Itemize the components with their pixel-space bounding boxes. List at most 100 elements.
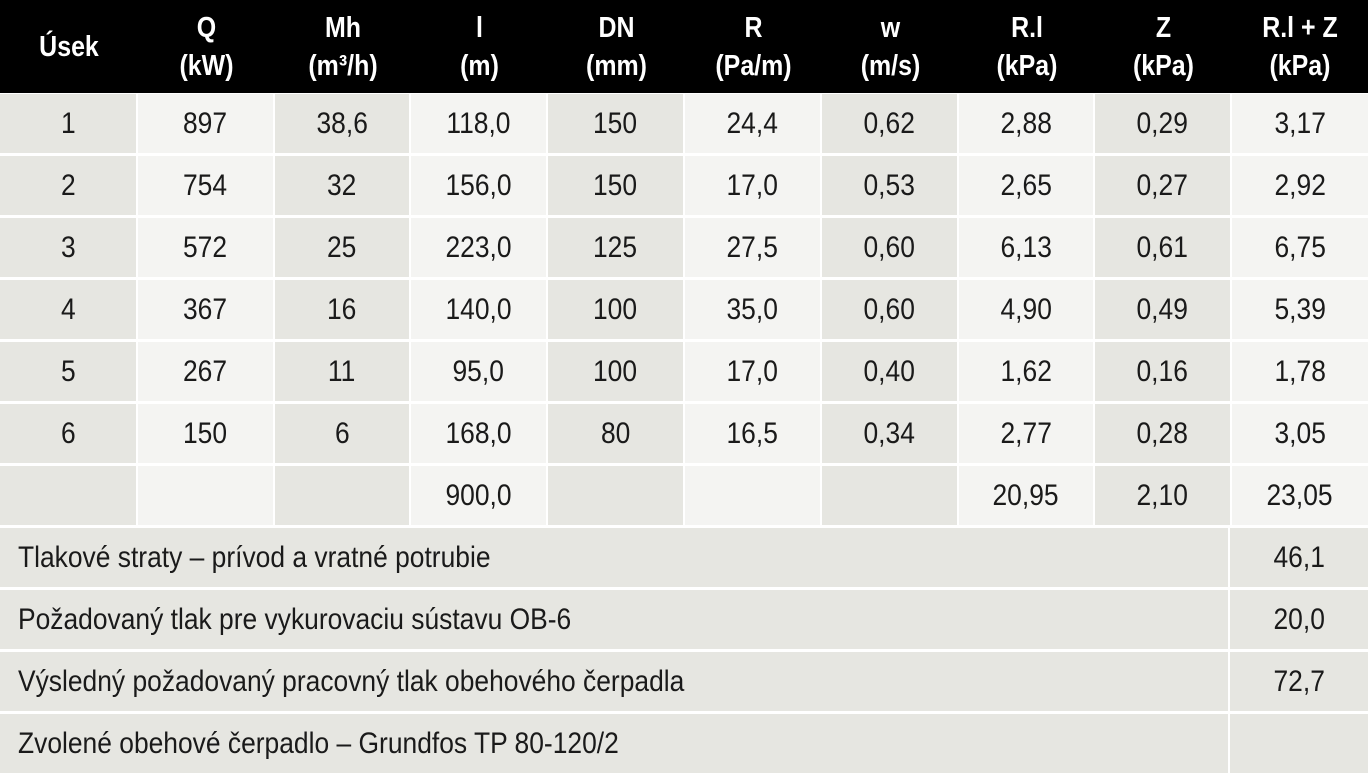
- table-header: Úsek Q (kW) Mh (m³/h) l (m) DN (mm) R (Pa/m) …: [0, 0, 1368, 93]
- summary-value: 72,7: [1230, 652, 1368, 711]
- cell-l: 140,0: [411, 280, 548, 339]
- summary-label: Tlakové straty – prívod a vratné potrubi…: [0, 528, 1230, 587]
- cell-r: 17,0: [685, 342, 822, 401]
- header-z: Z (kPa): [1132, 11, 1194, 82]
- cell-mh: 38,6: [275, 94, 411, 153]
- summary-value: [1230, 714, 1368, 773]
- cell-usek: [0, 466, 138, 525]
- cell-w: 0,60: [822, 218, 959, 277]
- summary-label: Zvolené obehové čerpadlo – Grundfos TP 8…: [0, 714, 1230, 773]
- cell-w: 0,53: [822, 156, 959, 215]
- cell-l-total: 900,0: [411, 466, 548, 525]
- cell-l: 168,0: [411, 404, 548, 463]
- cell-rl-plus-z: 2,92: [1232, 156, 1368, 215]
- summary-row: Výsledný požadovaný pracovný tlak obehov…: [0, 652, 1368, 714]
- cell-q: 150: [138, 404, 275, 463]
- cell-dn: 125: [548, 218, 685, 277]
- cell-r: 24,4: [685, 94, 822, 153]
- cell-q: 754: [138, 156, 275, 215]
- cell-dn: 80: [548, 404, 685, 463]
- cell-rl: 1,62: [959, 342, 1095, 401]
- cell-dn: [548, 466, 685, 525]
- cell-mh: 6: [275, 404, 411, 463]
- cell-usek: 3: [0, 218, 138, 277]
- cell-dn: 100: [548, 280, 685, 339]
- cell-l: 95,0: [411, 342, 548, 401]
- cell-usek: 1: [0, 94, 138, 153]
- summary-row: Požadovaný tlak pre vykurovaciu sústavu …: [0, 590, 1368, 652]
- cell-mh: 25: [275, 218, 411, 277]
- cell-z: 0,16: [1095, 342, 1232, 401]
- cell-q: 267: [138, 342, 275, 401]
- table-row: 3 572 25 223,0 125 27,5 0,60 6,13 0,61 6…: [0, 218, 1368, 280]
- cell-dn: 150: [548, 156, 685, 215]
- cell-r: 17,0: [685, 156, 822, 215]
- header-q: Q (kW): [179, 11, 234, 82]
- cell-z: 0,28: [1095, 404, 1232, 463]
- cell-mh: [275, 466, 411, 525]
- cell-q: 572: [138, 218, 275, 277]
- cell-r: 35,0: [685, 280, 822, 339]
- cell-l: 118,0: [411, 94, 548, 153]
- cell-rl: 2,77: [959, 404, 1095, 463]
- header-mh: Mh (m³/h): [308, 11, 378, 82]
- table-row: 6 150 6 168,0 80 16,5 0,34 2,77 0,28 3,0…: [0, 404, 1368, 466]
- cell-rl-total: 20,95: [959, 466, 1095, 525]
- cell-r: [685, 466, 822, 525]
- summary-row: Tlakové straty – prívod a vratné potrubi…: [0, 528, 1368, 590]
- cell-q: [138, 466, 275, 525]
- summary-value: 46,1: [1230, 528, 1368, 587]
- header-rl: R.l (kPa): [996, 11, 1058, 82]
- cell-z: 0,27: [1095, 156, 1232, 215]
- cell-rl: 2,65: [959, 156, 1095, 215]
- header-r: R (Pa/m): [715, 11, 792, 82]
- cell-mh: 16: [275, 280, 411, 339]
- cell-rl: 4,90: [959, 280, 1095, 339]
- header-l: l (m): [460, 11, 499, 82]
- summary-label: Výsledný požadovaný pracovný tlak obehov…: [0, 652, 1230, 711]
- cell-r: 16,5: [685, 404, 822, 463]
- cell-usek: 6: [0, 404, 138, 463]
- cell-w: 0,34: [822, 404, 959, 463]
- header-dn: DN (mm): [586, 11, 647, 82]
- cell-l: 156,0: [411, 156, 548, 215]
- summary-row: Zvolené obehové čerpadlo – Grundfos TP 8…: [0, 714, 1368, 773]
- cell-rl-plus-z: 3,17: [1232, 94, 1368, 153]
- cell-r: 27,5: [685, 218, 822, 277]
- cell-w: 0,62: [822, 94, 959, 153]
- header-w: w (m/s): [860, 11, 921, 82]
- cell-rl: 6,13: [959, 218, 1095, 277]
- cell-rl-plus-z: 3,05: [1232, 404, 1368, 463]
- cell-mh: 32: [275, 156, 411, 215]
- table-row: 1 897 38,6 118,0 150 24,4 0,62 2,88 0,29…: [0, 94, 1368, 156]
- cell-q: 897: [138, 94, 275, 153]
- table-row: 5 267 11 95,0 100 17,0 0,40 1,62 0,16 1,…: [0, 342, 1368, 404]
- cell-usek: 5: [0, 342, 138, 401]
- cell-dn: 100: [548, 342, 685, 401]
- cell-z: 0,61: [1095, 218, 1232, 277]
- cell-dn: 150: [548, 94, 685, 153]
- header-rl-plus-z: R.l + Z (kPa): [1262, 11, 1338, 82]
- cell-mh: 11: [275, 342, 411, 401]
- table-row: 4 367 16 140,0 100 35,0 0,60 4,90 0,49 5…: [0, 280, 1368, 342]
- summary-label: Požadovaný tlak pre vykurovaciu sústavu …: [0, 590, 1230, 649]
- cell-q: 367: [138, 280, 275, 339]
- cell-l: 223,0: [411, 218, 548, 277]
- cell-z: 0,29: [1095, 94, 1232, 153]
- header-usek: Úsek: [39, 30, 99, 63]
- cell-rl-plus-z: 6,75: [1232, 218, 1368, 277]
- cell-usek: 4: [0, 280, 138, 339]
- cell-rl-plus-z: 1,78: [1232, 342, 1368, 401]
- summary-value: 20,0: [1230, 590, 1368, 649]
- cell-rl-plus-z: 5,39: [1232, 280, 1368, 339]
- cell-w: 0,60: [822, 280, 959, 339]
- cell-usek: 2: [0, 156, 138, 215]
- table-row: 2 754 32 156,0 150 17,0 0,53 2,65 0,27 2…: [0, 156, 1368, 218]
- cell-rl-plus-z-total: 23,05: [1232, 466, 1368, 525]
- table-row-total: 900,0 20,95 2,10 23,05: [0, 466, 1368, 528]
- cell-z: 0,49: [1095, 280, 1232, 339]
- cell-z-total: 2,10: [1095, 466, 1232, 525]
- cell-w: 0,40: [822, 342, 959, 401]
- cell-w: [822, 466, 959, 525]
